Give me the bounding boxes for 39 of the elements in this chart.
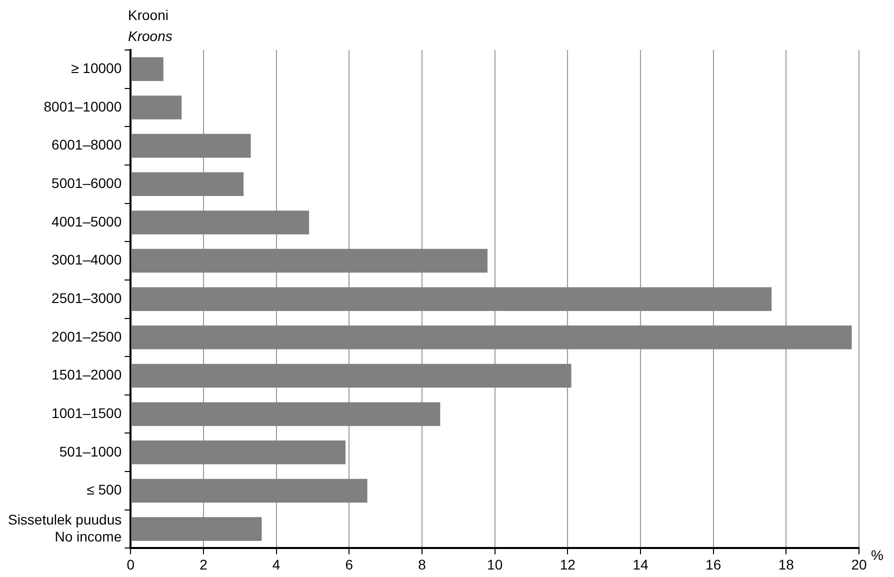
x-tick-label: 16 — [706, 556, 722, 572]
y-tick-label: 3001–4000 — [52, 252, 122, 268]
y-tick-label: 1001–1500 — [52, 404, 122, 421]
bar — [131, 326, 852, 350]
bar — [131, 57, 164, 82]
y-tick-label: 2501–3000 — [52, 290, 122, 306]
y-tick-label: 501–1000 — [59, 443, 122, 460]
bar — [131, 364, 572, 388]
y-tick-label: ≤ 500 — [86, 482, 122, 498]
x-tick-label: 10 — [487, 556, 503, 572]
y-axis-title: Krooni Kroons — [128, 7, 172, 44]
bar — [131, 287, 772, 311]
x-tick-label: 4 — [272, 556, 280, 572]
y-tick-label: 6001–8000 — [52, 136, 122, 153]
x-tick-label: 0 — [126, 556, 135, 572]
y-tick-label: Sissetulek puudus No income — [8, 512, 122, 544]
bar — [131, 402, 440, 426]
x-tick-label: 20 — [851, 556, 867, 572]
x-axis-title: % — [871, 547, 884, 564]
y-tick-label: 2001–2500 — [52, 328, 122, 344]
y-tick-label: 8001–10000 — [44, 98, 122, 114]
bar — [131, 440, 346, 464]
y-tick-label: 4001–5000 — [52, 213, 122, 230]
bar — [131, 210, 310, 234]
x-tick-label: 18 — [778, 556, 794, 572]
bar — [131, 172, 244, 196]
y-tick-label: 1501–2000 — [52, 366, 122, 383]
x-tick-label: 8 — [418, 556, 426, 572]
bar — [131, 96, 182, 120]
x-tick-label: 12 — [560, 556, 576, 572]
y-tick-label: 5001–6000 — [52, 174, 122, 191]
bar — [131, 248, 488, 273]
bar — [131, 517, 262, 541]
x-tick-label: 14 — [632, 556, 648, 572]
bar — [131, 134, 251, 158]
x-tick-label: 6 — [345, 556, 354, 572]
bar — [131, 478, 368, 503]
y-tick-label: ≥ 10000 — [71, 60, 122, 76]
x-tick-label: 2 — [200, 556, 208, 572]
